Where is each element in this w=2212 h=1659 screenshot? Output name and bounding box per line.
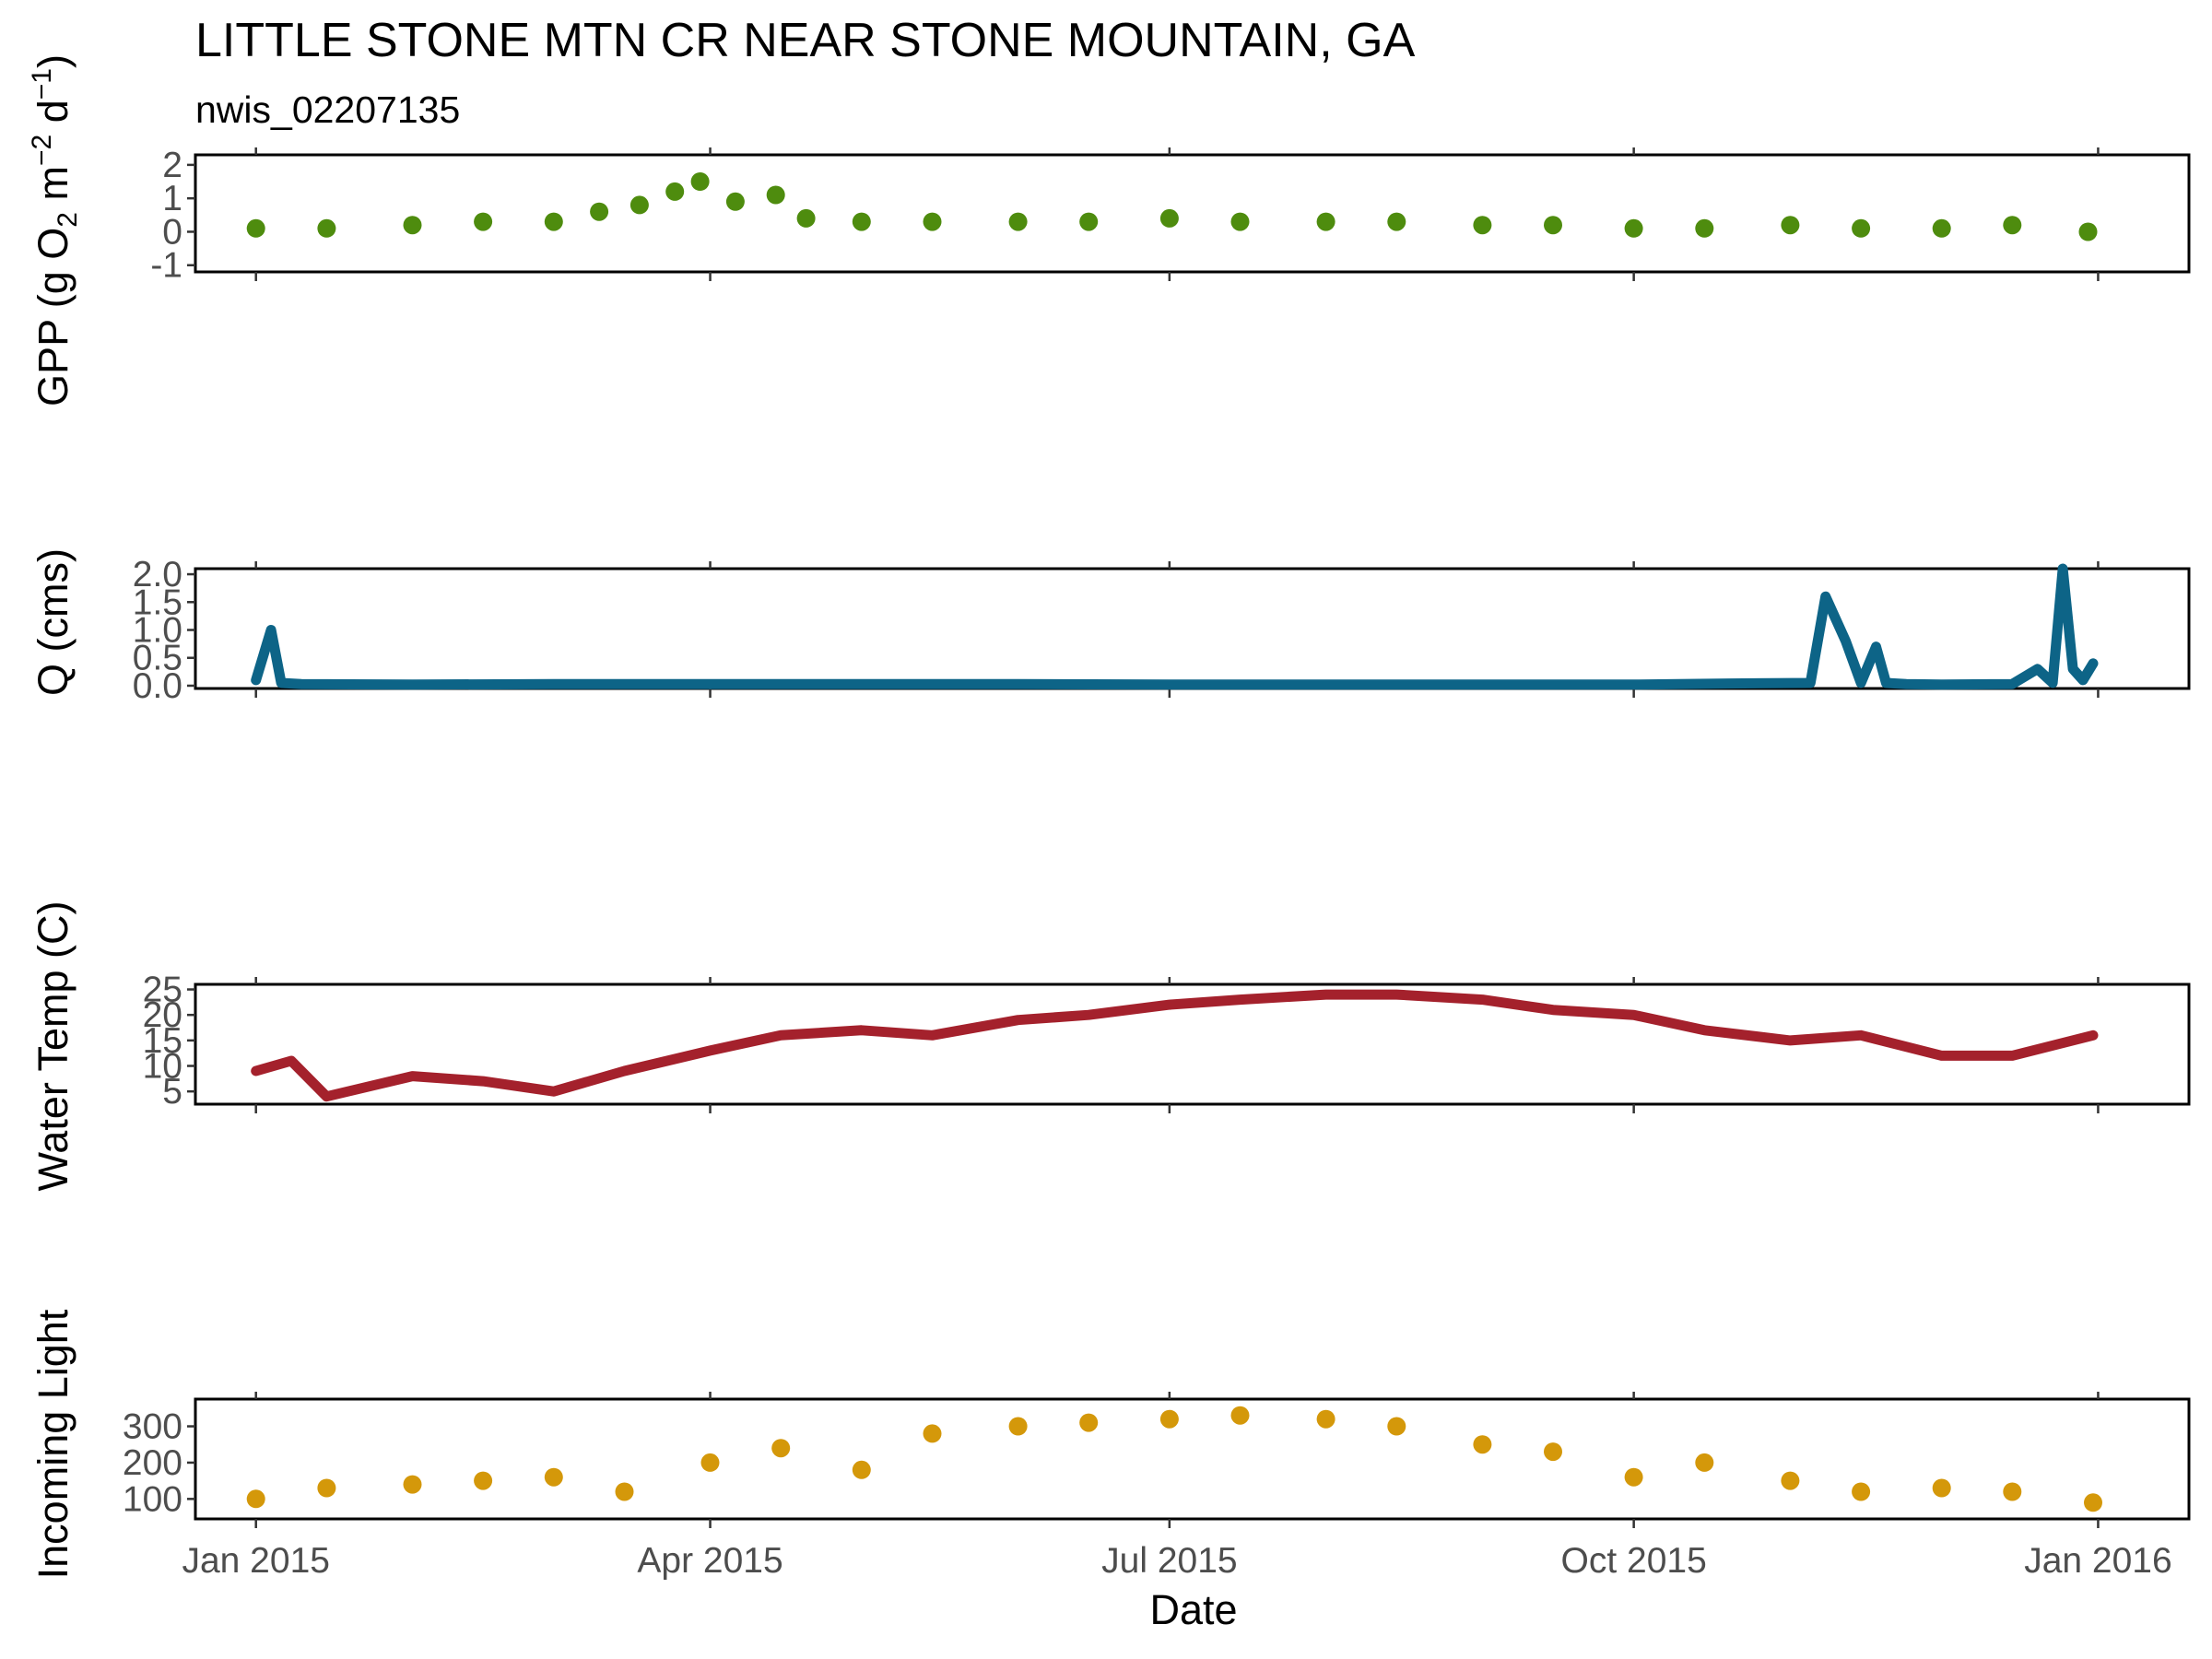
data-point [1624,1467,1643,1487]
data-point [923,1424,942,1443]
data-point [923,212,942,231]
panel-border [194,982,2191,1106]
y-tick-label: -1 [150,246,182,286]
data-point [665,182,685,201]
y-tick-label: 0 [162,212,182,252]
data-point [1159,208,1179,228]
data-point [1230,212,1250,231]
data-point [1695,218,1714,238]
panel-border [194,567,2191,690]
data-point [1781,216,1800,235]
y-tick-label: 10 [143,1047,182,1087]
y-tick-label: 100 [123,1479,182,1519]
data-point [317,218,336,238]
data-point [1316,212,1335,231]
data-point [2078,222,2098,241]
data-point [544,212,563,231]
gpp-plot-area: 210-1 [150,146,2191,286]
data-point [1852,1482,1871,1501]
q-axis-title: Q (cms) [29,548,76,696]
data-point [725,192,745,211]
data-point [2003,216,2022,235]
data-point [615,1482,634,1501]
data-point [590,202,609,221]
data-point [1159,1409,1179,1429]
y-tick-label: 0.5 [133,639,182,678]
y-tick-label: 5 [162,1072,182,1112]
panel-border [194,153,2191,274]
series-line [251,563,2099,690]
x-tick-label: Apr 2015 [637,1541,782,1581]
data-point [1695,1453,1714,1472]
y-tick-label: 2.0 [133,555,182,594]
data-point [1387,1417,1406,1436]
data-point [403,216,422,235]
data-point [1473,1435,1492,1454]
y-tick-label: 1.0 [133,611,182,651]
y-tick-label: 200 [123,1443,182,1483]
x-tick-label: Jan 2016 [2024,1541,2171,1581]
data-point [700,1453,720,1472]
y-tick-label: 15 [143,1021,182,1061]
x-tick-label: Jan 2015 [182,1541,329,1581]
data-point [317,1478,336,1498]
x-axis: Jan 2015 Apr 2015 Jul 2015 Oct 2015 Jan 2016 [182,1541,2171,1581]
data-point [403,1475,422,1494]
y-tick-label: 1 [162,179,182,218]
water-temp-axis-title: Water Temp (C) [29,900,76,1191]
x-tick-label: Oct 2015 [1561,1541,1707,1581]
y-tick-label: 2 [162,146,182,185]
y-tick-label: 300 [123,1407,182,1447]
y-tick-label: 20 [143,995,182,1035]
data-point [2084,1493,2102,1512]
data-point [1008,212,1028,231]
data-point [690,172,710,191]
chart-title: LITTLE STONE MTN CR NEAR STONE MOUNTAIN,… [195,14,1416,67]
y-tick-label: 1.5 [133,582,182,622]
data-point [771,1439,791,1458]
data-point [246,218,265,238]
data-point [1008,1417,1028,1436]
data-point [1852,218,1871,238]
data-point [2003,1482,2022,1501]
x-tick-label: Jul 2015 [1101,1541,1237,1581]
y-tick-label: 25 [143,971,182,1010]
data-point [474,212,493,231]
panel-border [194,1397,2191,1521]
data-point [629,195,649,215]
q-plot-area: 2.01.51.00.50.0 [133,555,2191,706]
data-point [1079,1413,1099,1432]
data-point [1473,216,1492,235]
data-point [1781,1471,1800,1490]
data-point [1544,216,1562,235]
gpp-axis-title: GPP (g O2 m−2 d−1) [27,54,83,406]
data-point [766,185,785,205]
data-point [1387,212,1406,231]
panel-gpp: GPP (g O2 m−2 d−1) 210-1 [27,54,2191,406]
data-point [852,212,871,231]
series-line [251,989,2099,1102]
data-point [796,208,816,228]
chart-subtitle: nwis_02207135 [195,88,460,131]
panel-q: Q (cms) 2.01.51.00.50.0 [29,548,2191,706]
y-tick-label: 0.0 [133,666,182,706]
data-point [1230,1406,1250,1425]
data-point [474,1471,493,1490]
data-point [246,1489,265,1509]
incoming-light-axis-title: Incoming Light [29,1309,76,1579]
data-point [1624,218,1643,238]
data-point [852,1460,871,1479]
data-point [1932,218,1951,238]
x-axis-title: Date [1149,1586,1237,1633]
data-point [544,1467,563,1487]
data-point [1544,1442,1562,1462]
data-point [1316,1409,1335,1429]
data-point [1932,1478,1951,1498]
data-point [1079,212,1099,231]
